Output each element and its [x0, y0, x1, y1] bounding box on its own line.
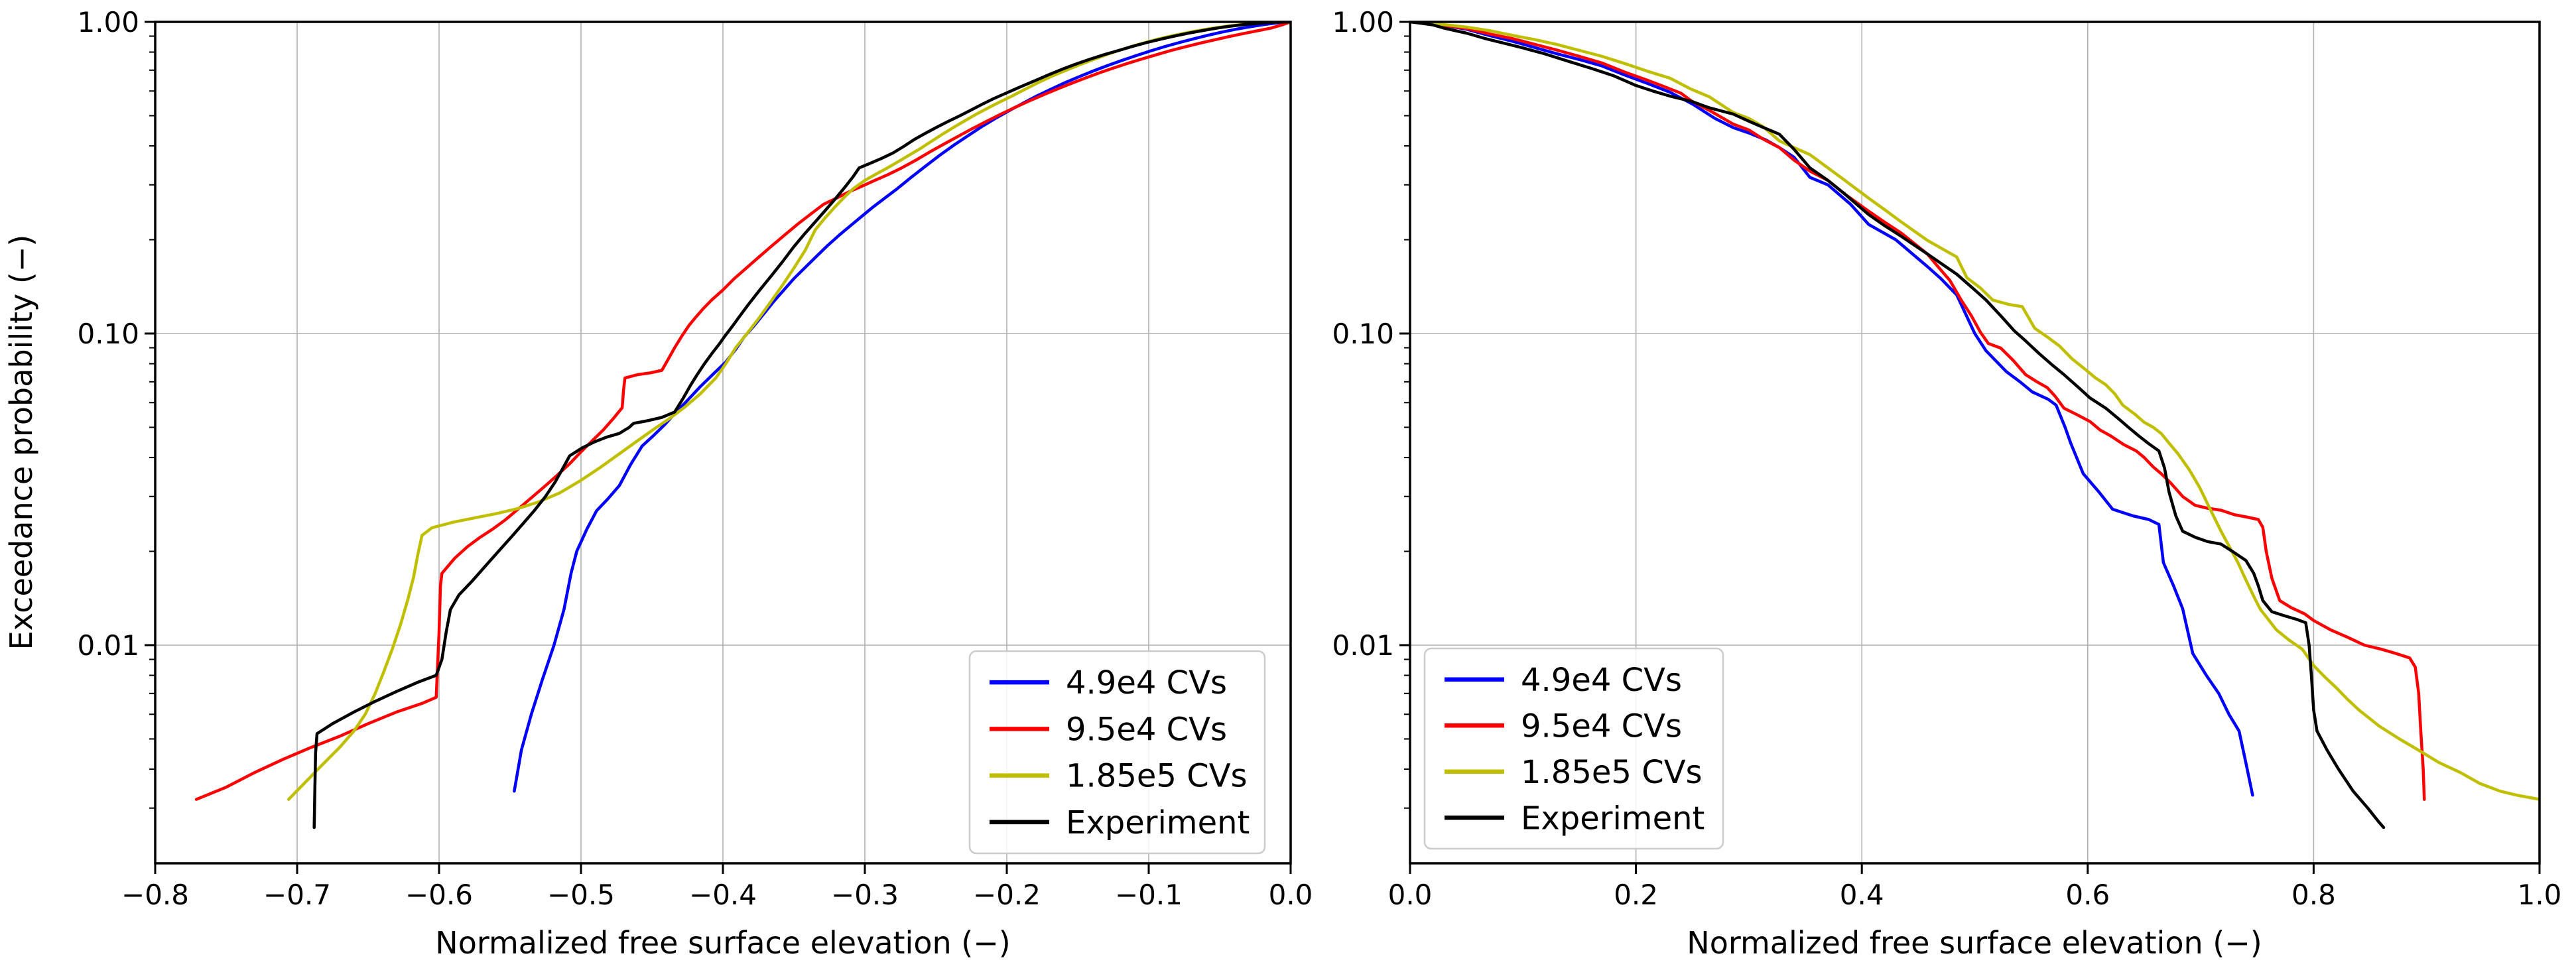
x-tick-label: −0.6	[405, 879, 473, 911]
y-tick-label: 0.10	[77, 318, 139, 350]
legend-label: 4.9e4 CVs	[1521, 662, 1682, 699]
series-line-Experiment	[312, 22, 1291, 829]
x-tick-label: 0.2	[1614, 879, 1658, 911]
x-tick-label: 0.0	[1388, 879, 1433, 911]
x-axis-label-left: Normalized free surface elevation (−)	[435, 925, 1010, 961]
x-tick-label: 1.0	[2518, 879, 2562, 911]
x-tick-label: −0.8	[121, 879, 189, 911]
x-tick-label: −0.1	[1115, 879, 1183, 911]
legend-label: 4.9e4 CVs	[1066, 664, 1227, 702]
legend-label: 9.5e4 CVs	[1066, 711, 1227, 748]
y-axis-label: Exceedance probability (−)	[3, 235, 39, 650]
left-panel: −0.8 −0.7 −0.6 −0.5 −0.4 −0.3 −0.2 −0.1 0.0 1.00 0…	[77, 6, 1313, 911]
x-tick-label: −0.5	[547, 879, 615, 911]
x-tick-label: −0.2	[973, 879, 1041, 911]
x-tick-label: 0.6	[2065, 879, 2110, 911]
series-line-4.9e4-CVs	[1410, 22, 2254, 797]
x-tick-label: −0.3	[831, 879, 899, 911]
series-line-Experiment	[1410, 22, 2386, 829]
y-tick-label: 1.00	[1332, 6, 1394, 38]
legend-label: 1.85e5 CVs	[1066, 758, 1248, 795]
right-panel: 0.0 0.2 0.4 0.6 0.8 1.0 1.00 0.10 0.01 4.9e4 CVs 9…	[1332, 6, 2561, 911]
y-tick-label: 0.01	[1332, 629, 1394, 662]
legend-label: Experiment	[1066, 804, 1250, 841]
x-tick-label: −0.4	[689, 879, 757, 911]
legend-label: 1.85e5 CVs	[1521, 754, 1703, 791]
x-tick-label: 0.4	[1840, 879, 1884, 911]
x-tick-label: −0.7	[263, 879, 331, 911]
y-tick-label: 1.00	[77, 6, 139, 38]
legend-box	[1423, 647, 1724, 850]
series-line-1.85e5-CVs	[1410, 22, 2540, 801]
series-line-9.5e4-CVs	[194, 22, 1291, 801]
x-axis-label-right: Normalized free surface elevation (−)	[1687, 925, 2262, 961]
axes-frame	[1409, 21, 2541, 865]
series-line-4.9e4-CVs	[513, 22, 1291, 793]
y-tick-label: 0.10	[1332, 318, 1394, 350]
legend-label: 9.5e4 CVs	[1521, 707, 1682, 745]
y-tick-label: 0.01	[77, 629, 139, 662]
legend-box	[968, 650, 1266, 855]
legend-label: Experiment	[1521, 800, 1705, 837]
x-tick-label: 0.0	[1269, 879, 1313, 911]
series-line-9.5e4-CVs	[1410, 22, 2426, 801]
x-tick-label: 0.8	[2291, 879, 2336, 911]
